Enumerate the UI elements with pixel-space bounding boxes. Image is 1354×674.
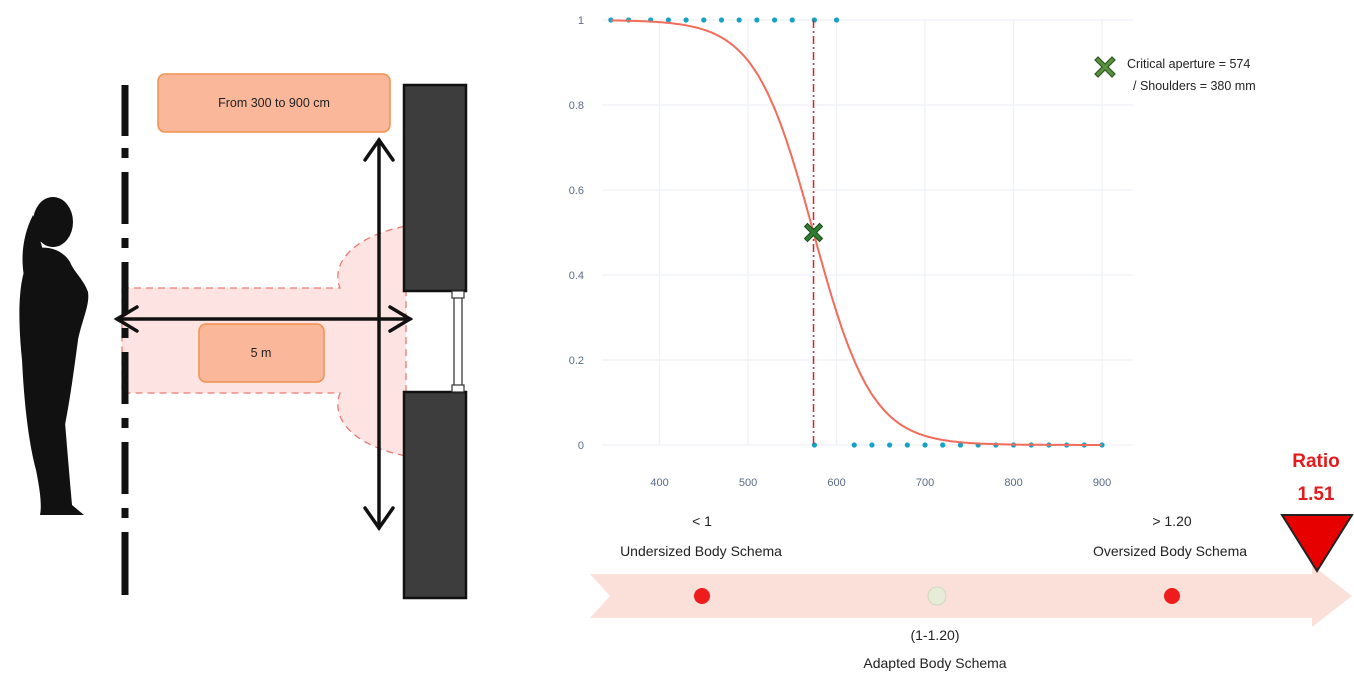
response-dot xyxy=(665,17,671,23)
response-dot xyxy=(754,17,760,23)
response-dot xyxy=(718,17,725,23)
wall-panel-top xyxy=(402,83,468,293)
legend-line-2: / Shoulders = 380 mm xyxy=(1133,79,1256,93)
critical-x-icon xyxy=(803,222,824,243)
adapted-dot xyxy=(927,586,947,606)
response-dot xyxy=(736,17,742,23)
distance-range-label: From 300 to 900 cm xyxy=(218,96,330,110)
response-dot xyxy=(683,17,689,23)
x-tick-label: 600 xyxy=(827,477,845,489)
response-dot xyxy=(1099,442,1105,448)
x-tick-label: 700 xyxy=(916,477,934,489)
ratio-marker-triangle xyxy=(1280,514,1354,573)
legend-x-marker-icon xyxy=(1094,56,1116,78)
response-dot xyxy=(887,442,893,448)
scale-arrow xyxy=(590,565,1352,627)
horizontal-double-arrow xyxy=(113,305,414,333)
undersized-label: Undersized Body Schema xyxy=(620,543,782,559)
y-tick-label: 0.6 xyxy=(569,185,584,197)
response-dot xyxy=(851,442,857,448)
fixed-distance-label: 5 m xyxy=(251,346,272,360)
response-dot xyxy=(869,442,875,448)
x-axis-ticks: 400 500 600 700 800 900 xyxy=(650,477,1111,489)
wall-panel-bottom xyxy=(402,390,468,600)
oversized-threshold: > 1.20 xyxy=(1152,513,1192,529)
y-tick-label: 0.2 xyxy=(569,355,584,367)
aperture-gap xyxy=(451,290,465,393)
psychometric-chart: 0 0.2 0.4 0.6 0.8 1 400 500 600 700 800 900 Critic… xyxy=(569,15,1256,489)
chart-legend: Critical aperture = 574 / Shoulders = 38… xyxy=(1094,56,1256,93)
response-dots xyxy=(608,17,1105,448)
ratio-value: 1.51 xyxy=(1298,484,1335,505)
y-axis-ticks: 0 0.2 0.4 0.6 0.8 1 xyxy=(569,15,584,452)
response-dot xyxy=(957,442,964,448)
response-dot xyxy=(922,442,928,448)
response-dot xyxy=(940,442,946,448)
fixed-distance-box xyxy=(198,323,325,383)
chart-grid xyxy=(602,19,1133,446)
y-tick-label: 0 xyxy=(578,440,584,452)
y-tick-label: 1 xyxy=(578,15,584,27)
sigmoid-curve xyxy=(610,19,1102,446)
vertical-double-arrow xyxy=(363,136,395,532)
distance-range-box xyxy=(157,73,391,133)
x-tick-label: 900 xyxy=(1093,477,1111,489)
response-dot xyxy=(811,17,818,23)
x-tick-label: 500 xyxy=(739,477,757,489)
response-dot xyxy=(701,17,707,23)
critical-point-marker xyxy=(803,222,824,243)
legend-line-1: Critical aperture = 574 xyxy=(1127,57,1250,71)
response-dot xyxy=(904,442,910,448)
response-dot xyxy=(833,17,840,23)
setup-diagram: From 300 to 900 cm 5 m xyxy=(19,73,468,600)
undersized-dot xyxy=(694,588,710,604)
undersized-threshold: < 1 xyxy=(692,513,712,529)
x-tick-label: 800 xyxy=(1004,477,1022,489)
response-dot xyxy=(789,17,795,23)
response-dot xyxy=(811,442,818,448)
oversized-label: Oversized Body Schema xyxy=(1093,543,1247,559)
adapted-threshold: (1-1.20) xyxy=(910,627,959,643)
person-silhouette xyxy=(19,197,89,515)
oversized-dot xyxy=(1164,588,1180,604)
y-tick-label: 0.4 xyxy=(569,270,584,282)
ratio-title: Ratio xyxy=(1292,451,1340,472)
response-dot xyxy=(771,17,778,23)
adapted-label: Adapted Body Schema xyxy=(863,655,1006,671)
body-schema-scale: < 1 Undersized Body Schema > 1.20 Oversi… xyxy=(590,451,1354,671)
x-tick-label: 400 xyxy=(650,477,668,489)
y-tick-label: 0.8 xyxy=(569,100,584,112)
